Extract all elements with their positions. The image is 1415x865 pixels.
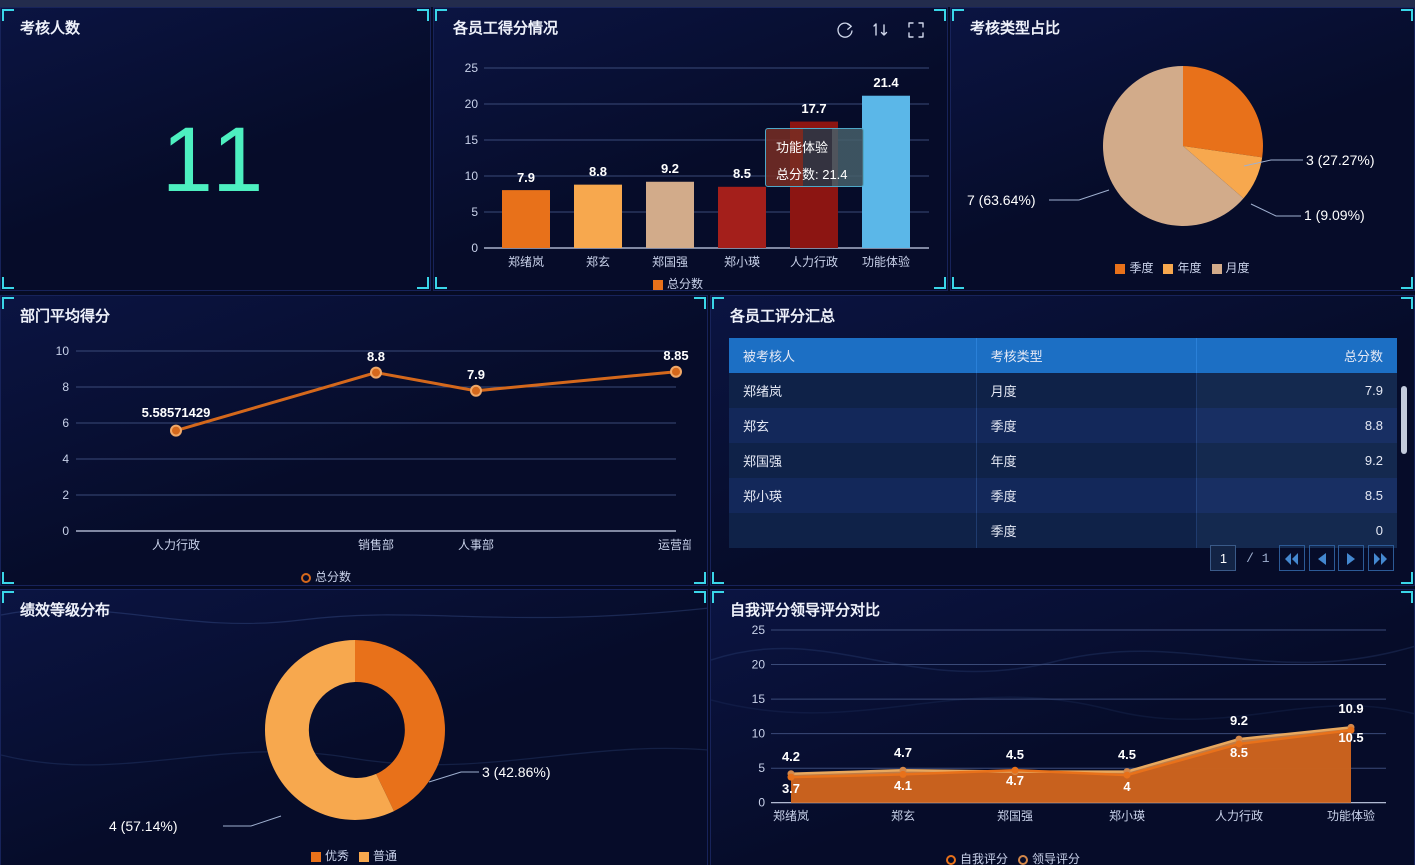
svg-text:0: 0 — [62, 524, 69, 538]
svg-text:4.5: 4.5 — [1006, 747, 1024, 762]
svg-text:人力行政: 人力行政 — [1215, 809, 1263, 823]
svg-text:功能体验: 功能体验 — [862, 254, 910, 269]
svg-text:2: 2 — [62, 488, 69, 502]
svg-text:8.5: 8.5 — [733, 166, 751, 181]
svg-text:人力行政: 人力行政 — [790, 255, 838, 269]
svg-text:7.9: 7.9 — [517, 170, 535, 185]
svg-text:7.9: 7.9 — [467, 367, 485, 382]
svg-text:4.1: 4.1 — [894, 778, 912, 793]
svg-text:10.5: 10.5 — [1338, 730, 1363, 745]
svg-text:郑绪岚: 郑绪岚 — [508, 254, 544, 269]
svg-text:销售部: 销售部 — [358, 537, 394, 552]
svg-text:4: 4 — [62, 452, 69, 466]
svg-text:8.8: 8.8 — [367, 349, 385, 364]
svg-text:0: 0 — [471, 241, 478, 255]
svg-text:郑国强: 郑国强 — [652, 254, 688, 269]
svg-text:9.2: 9.2 — [661, 161, 679, 176]
svg-text:4.7: 4.7 — [894, 745, 912, 760]
svg-text:郑小瑛: 郑小瑛 — [1109, 808, 1145, 823]
svg-text:功能体验: 功能体验 — [1327, 808, 1375, 823]
svg-text:10: 10 — [752, 727, 766, 741]
svg-text:10: 10 — [56, 344, 70, 358]
svg-text:7 (63.64%): 7 (63.64%) — [967, 192, 1035, 208]
svg-text:5: 5 — [471, 205, 478, 219]
svg-text:4.7: 4.7 — [1006, 773, 1024, 788]
svg-text:6: 6 — [62, 416, 69, 430]
svg-text:20: 20 — [465, 97, 479, 111]
svg-text:25: 25 — [752, 623, 766, 637]
svg-text:8.5: 8.5 — [1230, 745, 1248, 760]
svg-text:郑绪岚: 郑绪岚 — [773, 808, 809, 823]
svg-text:4.2: 4.2 — [782, 749, 800, 764]
svg-text:8: 8 — [62, 380, 69, 394]
svg-text:5.58571429: 5.58571429 — [142, 405, 211, 420]
svg-text:21.4: 21.4 — [873, 75, 899, 90]
svg-text:4: 4 — [1123, 779, 1131, 794]
svg-text:5: 5 — [758, 761, 765, 775]
svg-text:8.8: 8.8 — [589, 164, 607, 179]
svg-text:15: 15 — [465, 133, 479, 147]
svg-text:人事部: 人事部 — [458, 537, 494, 552]
svg-text:3 (42.86%): 3 (42.86%) — [482, 764, 550, 780]
svg-text:15: 15 — [752, 692, 766, 706]
svg-text:郑玄: 郑玄 — [586, 254, 610, 269]
svg-text:0: 0 — [758, 796, 765, 810]
svg-text:3.7: 3.7 — [782, 781, 800, 796]
svg-text:郑国强: 郑国强 — [997, 808, 1033, 823]
svg-text:1 (9.09%): 1 (9.09%) — [1304, 207, 1365, 223]
svg-text:10.9: 10.9 — [1338, 701, 1363, 716]
svg-text:郑小瑛: 郑小瑛 — [724, 254, 760, 269]
svg-text:17.7: 17.7 — [801, 101, 826, 116]
svg-text:运营部: 运营部 — [658, 537, 691, 552]
svg-text:人力行政: 人力行政 — [152, 538, 200, 552]
svg-text:9.2: 9.2 — [1230, 713, 1248, 728]
svg-text:4.5: 4.5 — [1118, 747, 1136, 762]
svg-text:10: 10 — [465, 169, 479, 183]
svg-text:4 (57.14%): 4 (57.14%) — [109, 818, 177, 834]
svg-text:25: 25 — [465, 61, 479, 75]
svg-text:郑玄: 郑玄 — [891, 808, 915, 823]
svg-text:3 (27.27%): 3 (27.27%) — [1306, 152, 1374, 168]
svg-text:20: 20 — [752, 658, 766, 672]
svg-text:8.85: 8.85 — [663, 348, 688, 363]
